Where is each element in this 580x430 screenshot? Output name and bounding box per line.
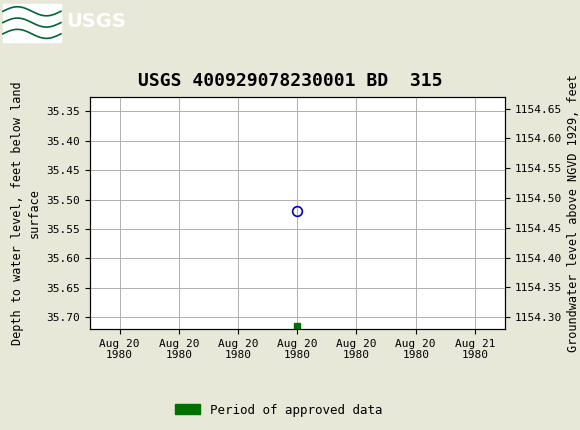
Bar (3, 3, 61, 42)
Legend: Period of approved data: Period of approved data (169, 399, 387, 421)
Text: USGS: USGS (67, 12, 126, 31)
Text: USGS 400929078230001 BD  315: USGS 400929078230001 BD 315 (138, 72, 442, 90)
Y-axis label: Groundwater level above NGVD 1929, feet: Groundwater level above NGVD 1929, feet (567, 74, 580, 352)
Y-axis label: Depth to water level, feet below land
surface: Depth to water level, feet below land su… (11, 81, 41, 345)
